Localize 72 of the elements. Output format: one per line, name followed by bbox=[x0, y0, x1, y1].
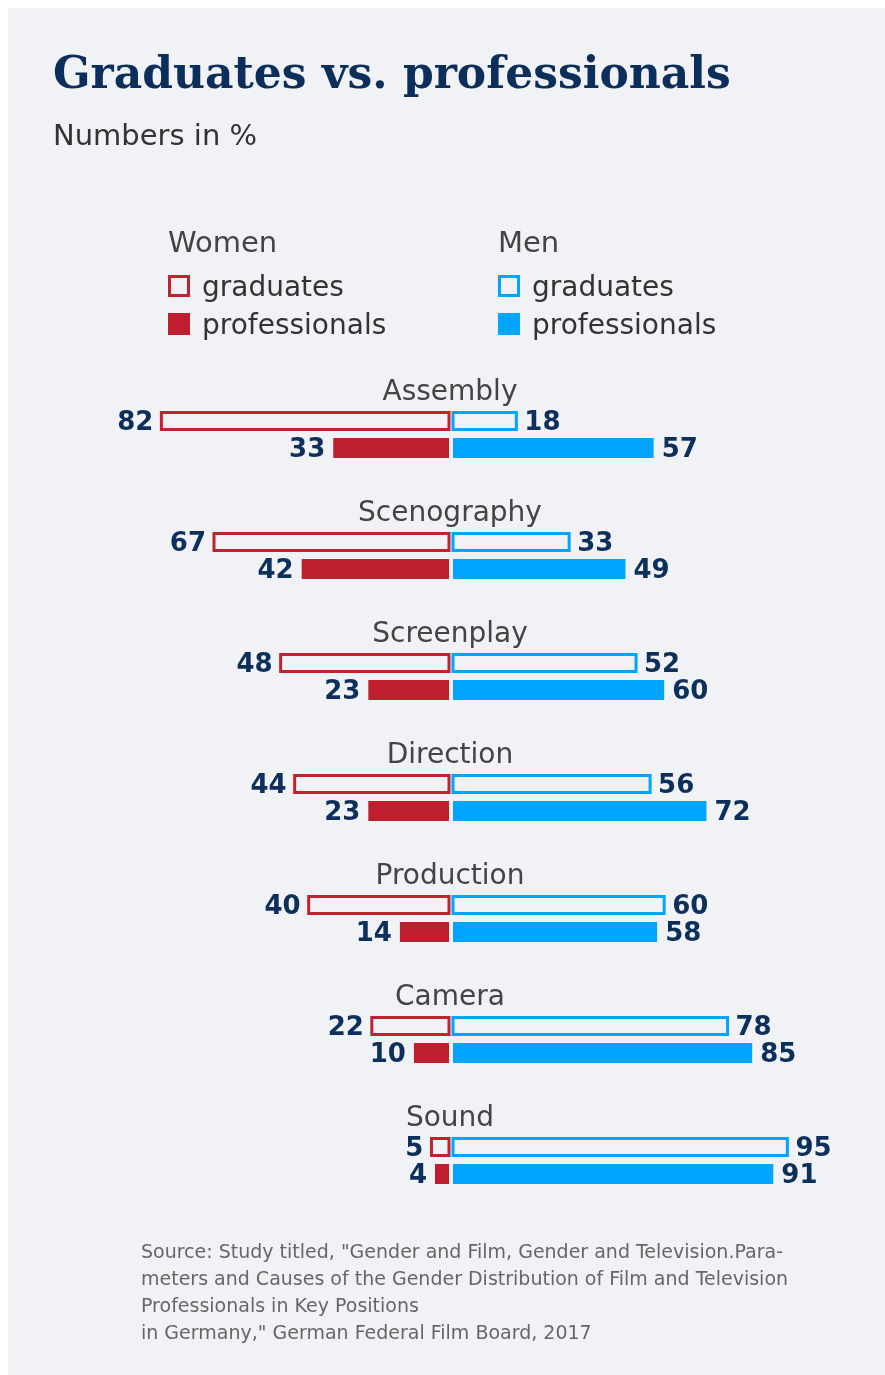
data-label: 10 bbox=[369, 1038, 406, 1068]
legend-title: Women bbox=[168, 225, 278, 259]
bar bbox=[453, 1043, 753, 1063]
bar bbox=[451, 895, 666, 915]
data-label: 5 bbox=[405, 1132, 424, 1162]
bar bbox=[453, 1164, 774, 1184]
y-tick-label: Assembly bbox=[382, 374, 518, 407]
data-label: 95 bbox=[795, 1132, 832, 1162]
bar bbox=[307, 895, 451, 915]
bar bbox=[451, 653, 638, 673]
y-tick-label: Direction bbox=[386, 737, 514, 770]
bar bbox=[293, 774, 451, 794]
data-label: 56 bbox=[658, 769, 695, 799]
bar bbox=[399, 922, 449, 942]
legend-label: graduates bbox=[532, 270, 674, 303]
data-label: 72 bbox=[714, 796, 751, 826]
bar bbox=[453, 438, 654, 458]
bar bbox=[451, 1016, 730, 1036]
bar bbox=[453, 559, 626, 579]
bar bbox=[368, 801, 449, 821]
data-label: 33 bbox=[577, 527, 614, 557]
y-tick-label: Camera bbox=[395, 979, 505, 1012]
legend-label: professionals bbox=[532, 308, 717, 341]
chart-subtitle: Numbers in % bbox=[53, 118, 258, 152]
bar bbox=[370, 1016, 451, 1036]
data-label: 42 bbox=[257, 554, 294, 584]
bar bbox=[368, 680, 449, 700]
data-label: 48 bbox=[236, 648, 273, 678]
bar bbox=[159, 411, 451, 431]
data-label: 85 bbox=[760, 1038, 797, 1068]
data-label: 23 bbox=[324, 796, 361, 826]
data-label: 40 bbox=[264, 890, 301, 920]
data-label: 4 bbox=[408, 1159, 427, 1189]
source-note: Source: Study titled, "Gender and Film, Gender and Television.Para- meters and Causes of the Gender Distribution of Film and Television Professionals in Key Positions in Germany," German Federal Film Board, 2017 bbox=[141, 1240, 789, 1343]
bar bbox=[413, 1043, 449, 1063]
data-label: 78 bbox=[735, 1011, 772, 1041]
chart-title: Graduates vs. professionals bbox=[53, 47, 731, 98]
bar bbox=[451, 774, 652, 794]
y-tick-label: Scenography bbox=[358, 495, 542, 528]
legend-title: Men bbox=[498, 225, 560, 259]
y-tick-label: Screenplay bbox=[372, 616, 528, 649]
data-label: 57 bbox=[661, 433, 698, 463]
data-label: 22 bbox=[327, 1011, 364, 1041]
y-tick-label: Sound bbox=[405, 1100, 495, 1133]
bar bbox=[453, 801, 707, 821]
bar bbox=[279, 653, 451, 673]
data-label: 52 bbox=[644, 648, 681, 678]
legend-label: professionals bbox=[202, 308, 387, 341]
data-label: 82 bbox=[117, 406, 154, 436]
bar bbox=[429, 1137, 451, 1157]
data-label: 49 bbox=[633, 554, 670, 584]
data-label: 14 bbox=[355, 917, 392, 947]
bar bbox=[212, 532, 451, 552]
bar bbox=[453, 680, 665, 700]
bar bbox=[333, 438, 449, 458]
data-label: 60 bbox=[672, 675, 709, 705]
data-label: 18 bbox=[524, 406, 561, 436]
bar bbox=[301, 559, 449, 579]
bar bbox=[451, 411, 518, 431]
data-label: 33 bbox=[289, 433, 326, 463]
bar bbox=[453, 922, 658, 942]
data-label: 67 bbox=[169, 527, 206, 557]
data-label: 58 bbox=[665, 917, 702, 947]
bar bbox=[451, 1137, 789, 1157]
data-label: 91 bbox=[781, 1159, 818, 1189]
data-label: 23 bbox=[324, 675, 361, 705]
legend-label: graduates bbox=[202, 270, 344, 303]
bar bbox=[434, 1164, 449, 1184]
bar bbox=[451, 532, 571, 552]
y-tick-label: Production bbox=[375, 858, 525, 891]
data-label: 60 bbox=[672, 890, 709, 920]
data-label: 44 bbox=[250, 769, 287, 799]
